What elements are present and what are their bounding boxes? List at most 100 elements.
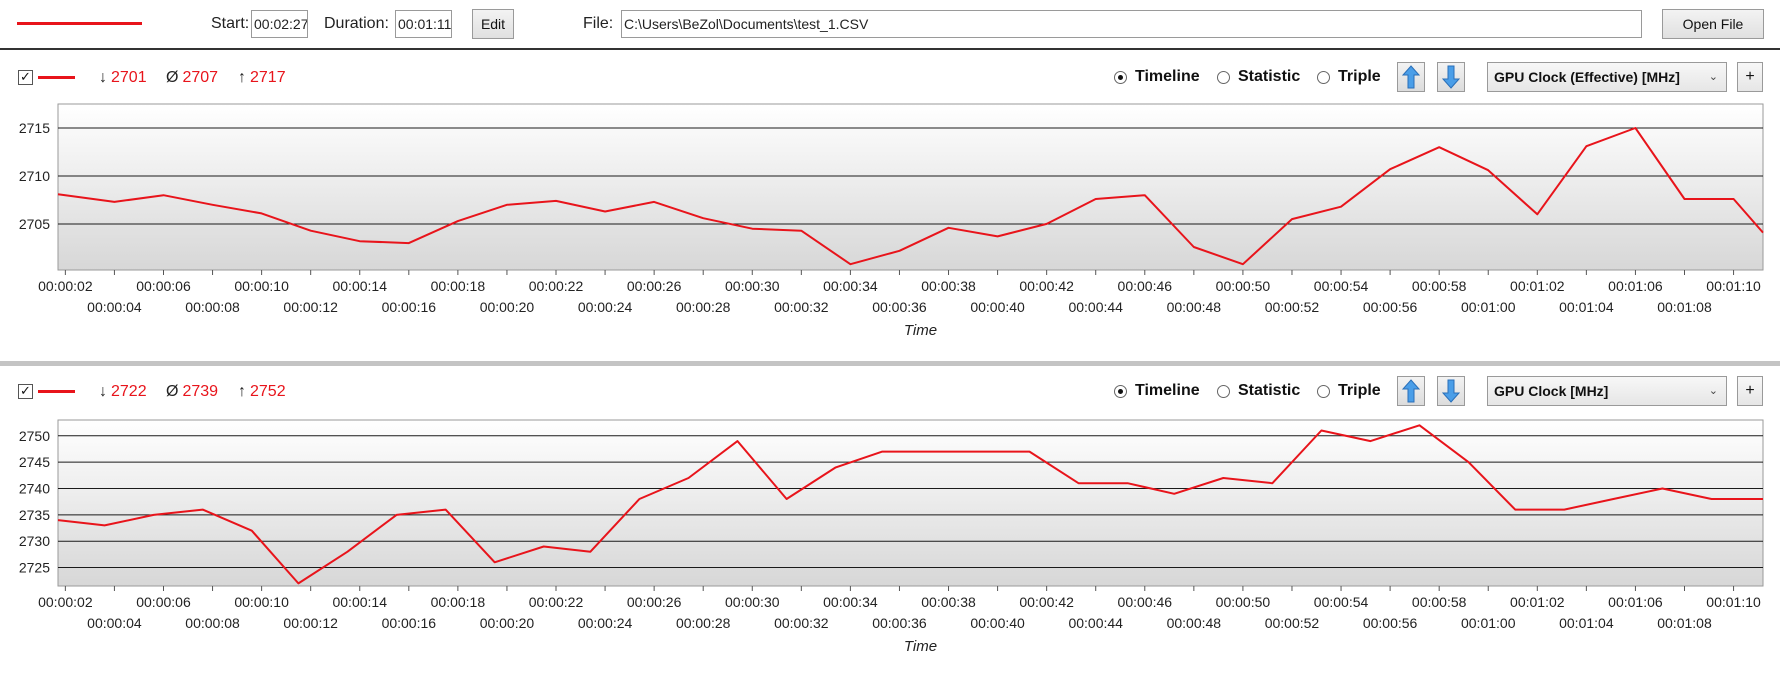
x-tick-label: 00:00:30 — [725, 594, 780, 610]
min-symbol: ↓ — [99, 383, 107, 400]
x-tick-label: 00:00:38 — [921, 594, 976, 610]
series-line — [57, 424, 1763, 585]
mode-triple-radio[interactable]: Triple — [1317, 68, 1381, 86]
x-tick-label: 00:00:52 — [1265, 615, 1320, 631]
y-tick-label: 2730 — [19, 533, 50, 549]
x-tick-label: 00:00:02 — [38, 594, 93, 610]
series-legend-line — [38, 76, 75, 79]
x-tick-label: 00:00:18 — [431, 278, 486, 294]
y-tick-label: 2710 — [19, 168, 50, 184]
x-tick-label: 00:00:44 — [1068, 615, 1123, 631]
plot-area — [57, 103, 1764, 271]
min-stat: ↓ 2722 — [99, 383, 147, 401]
sensor-select-value: GPU Clock [MHz] — [1494, 383, 1609, 399]
x-tick-label: 00:01:00 — [1461, 615, 1516, 631]
x-tick-label: 00:00:16 — [382, 299, 437, 315]
radio-unselected-icon — [1317, 384, 1330, 398]
x-tick-label: 00:00:56 — [1363, 615, 1418, 631]
x-tick-label: 00:00:48 — [1167, 299, 1222, 315]
x-tick-label: 00:00:12 — [283, 299, 338, 315]
x-tick-label: 00:01:00 — [1461, 299, 1516, 315]
start-input[interactable]: 00:02:27 — [251, 10, 308, 38]
x-tick-label: 00:00:36 — [872, 615, 927, 631]
y-tick-label: 2715 — [19, 120, 50, 136]
x-tick-label: 00:01:06 — [1608, 278, 1663, 294]
x-tick-label: 00:00:46 — [1118, 594, 1173, 610]
min-stat: ↓ 2701 — [99, 69, 147, 87]
x-tick-label: 00:01:08 — [1657, 299, 1712, 315]
move-up-button[interactable] — [1397, 62, 1425, 92]
series-legend-line — [38, 390, 75, 393]
mode-timeline-label: Timeline — [1135, 68, 1200, 85]
mode-triple-radio[interactable]: Triple — [1317, 382, 1381, 400]
mode-statistic-radio[interactable]: Statistic — [1217, 382, 1300, 400]
move-down-button[interactable] — [1437, 376, 1465, 406]
series-line — [57, 127, 1764, 266]
x-tick-label: 00:00:06 — [136, 594, 191, 610]
series-visible-checkbox[interactable]: ✓ — [18, 70, 33, 85]
x-tick-label: 00:00:14 — [332, 278, 387, 294]
x-tick-label: 00:00:34 — [823, 278, 878, 294]
x-tick-label: 00:00:26 — [627, 594, 682, 610]
radio-selected-icon — [1114, 70, 1127, 84]
y-tick-label: 2745 — [19, 454, 50, 470]
radio-unselected-icon — [1217, 384, 1230, 398]
arrow-up-icon — [1401, 379, 1421, 403]
x-tick-label: 00:00:26 — [627, 278, 682, 294]
avg-symbol: Ø — [166, 383, 179, 400]
radio-selected-icon — [1114, 384, 1127, 398]
mode-statistic-radio[interactable]: Statistic — [1217, 68, 1300, 86]
chart-panel-1: ✓ ↓ 2701 Ø 2707 ↑ 2717 Timeline Statistic T… — [0, 52, 1780, 361]
add-chart-button[interactable]: + — [1737, 376, 1763, 406]
sensor-select-value: GPU Clock (Effective) [MHz] — [1494, 69, 1680, 85]
x-tick-label: 00:00:06 — [136, 278, 191, 294]
radio-unselected-icon — [1217, 70, 1230, 84]
x-tick-label: 00:00:10 — [234, 594, 289, 610]
max-symbol: ↑ — [238, 69, 246, 86]
sensor-select[interactable]: GPU Clock [MHz] ⌄ — [1487, 376, 1727, 406]
x-axis-label: Time — [904, 638, 937, 655]
chevron-down-icon: ⌄ — [1708, 71, 1718, 83]
x-tick-label: 00:00:50 — [1216, 594, 1271, 610]
mode-timeline-radio[interactable]: Timeline — [1114, 382, 1200, 400]
panel-splitter[interactable] — [0, 361, 1780, 366]
x-tick-label: 00:00:32 — [774, 299, 829, 315]
x-tick-label: 00:00:38 — [921, 278, 976, 294]
y-tick-label: 2735 — [19, 507, 50, 523]
x-tick-label: 00:00:42 — [1019, 278, 1074, 294]
x-tick-label: 00:00:54 — [1314, 278, 1369, 294]
x-tick-label: 00:00:44 — [1068, 299, 1123, 315]
mode-triple-label: Triple — [1338, 68, 1381, 85]
sensor-select[interactable]: GPU Clock (Effective) [MHz] ⌄ — [1487, 62, 1727, 92]
avg-stat: Ø 2739 — [166, 383, 218, 401]
x-tick-label: 00:00:02 — [38, 278, 93, 294]
mode-timeline-radio[interactable]: Timeline — [1114, 68, 1200, 86]
mode-statistic-label: Statistic — [1238, 382, 1301, 399]
x-tick-label: 00:00:28 — [676, 299, 731, 315]
x-tick-label: 00:00:40 — [970, 299, 1025, 315]
file-path-input[interactable]: C:\Users\BeZol\Documents\test_1.CSV — [621, 10, 1642, 38]
x-tick-label: 00:00:48 — [1167, 615, 1222, 631]
move-down-button[interactable] — [1437, 62, 1465, 92]
x-tick-label: 00:00:32 — [774, 615, 829, 631]
open-file-button[interactable]: Open File — [1662, 9, 1764, 39]
x-tick-label: 00:00:08 — [185, 615, 240, 631]
plot-area — [57, 419, 1764, 587]
x-tick-label: 00:00:04 — [87, 615, 142, 631]
x-tick-label: 00:01:08 — [1657, 615, 1712, 631]
add-chart-button[interactable]: + — [1737, 62, 1763, 92]
duration-input[interactable]: 00:01:11 — [395, 10, 452, 38]
x-tick-label: 00:00:54 — [1314, 594, 1369, 610]
edit-button[interactable]: Edit — [472, 9, 514, 39]
series-visible-checkbox[interactable]: ✓ — [18, 384, 33, 399]
toolbar-legend-line — [17, 22, 142, 25]
y-tick-label: 2725 — [19, 560, 50, 576]
mode-statistic-label: Statistic — [1238, 68, 1301, 85]
x-tick-label: 00:01:02 — [1510, 278, 1565, 294]
toolbar: Start: 00:02:27 Duration: 00:01:11 Edit … — [0, 0, 1780, 50]
y-tick-label: 2750 — [19, 428, 50, 444]
mode-timeline-label: Timeline — [1135, 382, 1200, 399]
x-tick-label: 00:01:06 — [1608, 594, 1663, 610]
move-up-button[interactable] — [1397, 376, 1425, 406]
max-stat: ↑ 2717 — [238, 69, 286, 87]
